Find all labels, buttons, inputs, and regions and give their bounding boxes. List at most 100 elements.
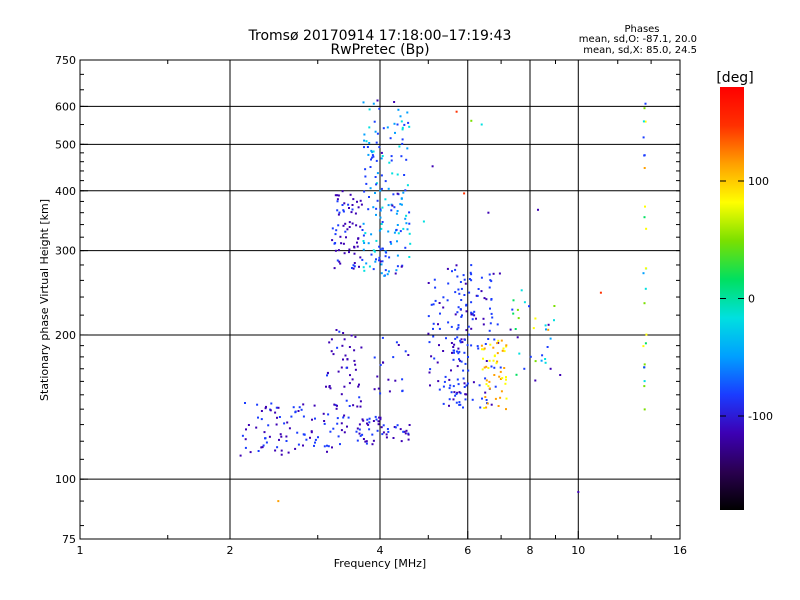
data-point: [432, 322, 435, 325]
y-axis-label: Stationary phase Virtual Height [km]: [38, 199, 51, 401]
data-point: [343, 338, 346, 341]
data-point: [428, 371, 431, 374]
data-point: [244, 402, 246, 404]
data-point: [406, 228, 409, 231]
data-point: [317, 436, 319, 439]
data-point: [327, 445, 330, 448]
data-point: [396, 254, 399, 257]
data-point: [359, 256, 362, 259]
data-point: [275, 406, 278, 409]
data-point: [350, 211, 353, 214]
data-point: [314, 441, 316, 444]
data-point: [380, 187, 383, 190]
data-point: [451, 270, 453, 273]
data-point: [520, 289, 523, 292]
data-point: [394, 272, 397, 275]
data-point: [383, 274, 386, 277]
data-point: [451, 351, 453, 354]
data-point: [489, 307, 491, 310]
data-point: [470, 311, 473, 314]
data-point: [399, 115, 402, 118]
data-point: [497, 341, 500, 344]
data-point: [481, 348, 483, 351]
data-point: [492, 359, 495, 362]
data-point: [404, 432, 407, 435]
data-point: [505, 345, 508, 348]
data-point: [396, 240, 398, 243]
phases-title: Phases: [624, 24, 659, 35]
data-point: [302, 403, 305, 406]
data-point: [394, 426, 397, 429]
data-point: [490, 365, 493, 368]
data-point: [476, 294, 479, 297]
data-point: [373, 250, 376, 253]
data-point: [390, 159, 393, 162]
data-point: [488, 359, 491, 362]
data-point: [356, 427, 359, 430]
data-point: [323, 420, 326, 422]
data-point: [377, 420, 380, 423]
data-point: [496, 323, 499, 326]
data-point: [346, 358, 349, 361]
data-point: [447, 321, 450, 324]
data-point: [392, 356, 395, 359]
data-point: [365, 442, 368, 445]
data-point: [338, 330, 341, 333]
data-point: [485, 383, 488, 386]
data-point: [500, 390, 503, 393]
data-point: [397, 344, 400, 346]
y-tick-label: 100: [55, 473, 76, 486]
data-point: [496, 352, 499, 355]
data-point: [351, 267, 353, 269]
data-point: [241, 434, 244, 437]
data-point: [438, 327, 441, 330]
data-point: [380, 157, 383, 160]
data-point: [302, 444, 304, 447]
data-point: [379, 260, 382, 263]
data-point: [360, 346, 363, 349]
data-point: [358, 396, 361, 399]
data-point: [380, 174, 383, 177]
data-point: [331, 239, 334, 242]
data-point: [471, 312, 474, 315]
data-point: [436, 361, 439, 364]
data-point: [379, 248, 382, 251]
data-point: [537, 208, 539, 211]
data-point: [379, 208, 382, 211]
data-point: [376, 199, 379, 202]
data-point: [544, 358, 547, 360]
data-point: [488, 380, 491, 383]
data-point: [245, 428, 247, 431]
data-point: [344, 354, 347, 357]
data-point: [460, 338, 463, 341]
data-point: [359, 225, 362, 228]
data-point: [408, 424, 411, 426]
data-point: [465, 310, 468, 313]
data-point: [377, 387, 380, 390]
data-point: [453, 391, 456, 394]
data-point: [277, 406, 280, 409]
data-point: [337, 370, 340, 373]
data-point: [353, 359, 356, 362]
data-point: [401, 128, 404, 131]
data-point: [446, 299, 449, 302]
data-point: [354, 212, 357, 215]
data-point: [328, 341, 331, 344]
data-point: [462, 406, 464, 409]
data-point: [336, 209, 339, 212]
data-point: [363, 139, 366, 142]
y-tick-label: 75: [62, 533, 76, 546]
data-point: [264, 437, 267, 440]
data-point: [331, 227, 334, 230]
data-point: [516, 308, 519, 311]
data-point: [395, 228, 398, 231]
data-point: [644, 205, 646, 208]
chart-subtitle: RwPretec (Bp): [330, 42, 429, 58]
data-point: [393, 426, 396, 428]
data-point: [373, 388, 376, 391]
data-point: [392, 437, 395, 439]
data-point: [330, 350, 333, 353]
data-point: [280, 453, 283, 456]
data-point: [365, 262, 368, 265]
data-point: [309, 436, 311, 439]
